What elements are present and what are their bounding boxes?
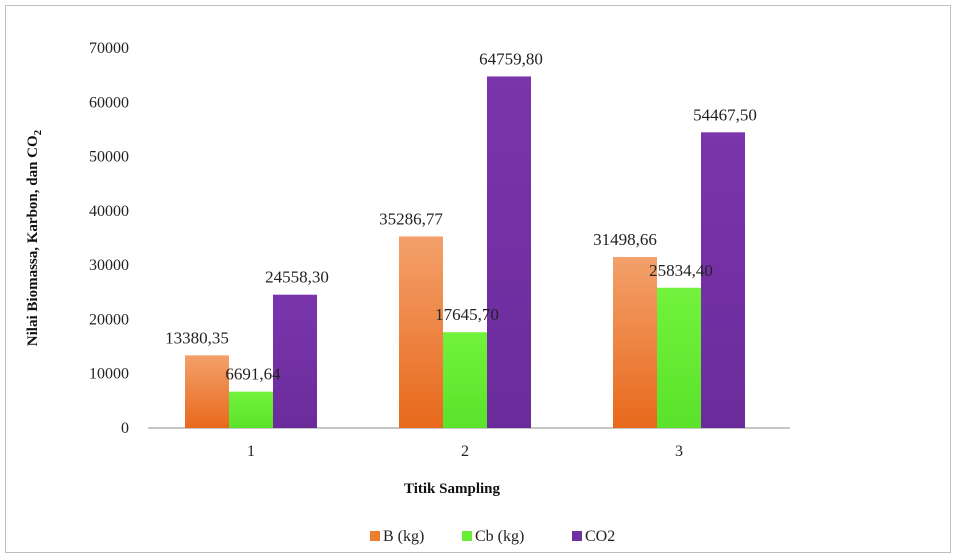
y-tick-label: 60000 [89, 94, 129, 111]
x-axis-title: Titik Sampling [404, 481, 501, 497]
data-label: 6691,64 [225, 365, 281, 384]
x-tick-label: 3 [675, 443, 683, 460]
bars [185, 76, 745, 429]
y-tick-label: 30000 [89, 257, 129, 274]
bar-co2-2 [487, 76, 531, 428]
data-label: 64759,80 [479, 49, 543, 68]
data-label: 54467,50 [693, 105, 757, 124]
legend-label: Cb (kg) [475, 528, 524, 545]
data-label: 24558,30 [265, 268, 329, 287]
legend-swatch [572, 531, 582, 541]
data-label: 31498,66 [593, 230, 657, 249]
data-labels: 13380,35 6691,64 24558,30 35286,77 17645,70 6… [165, 49, 757, 383]
y-tick-label: 20000 [89, 311, 129, 328]
legend-swatch [370, 531, 380, 541]
y-tick-label: 40000 [89, 203, 129, 220]
y-axis-title: Nilai Biomassa, Karbon, dan CO2 [25, 129, 44, 346]
y-tick-label: 10000 [89, 366, 129, 383]
bar-b-kg--2 [399, 236, 443, 428]
bar-cb-kg--1 [229, 391, 273, 428]
legend-label: CO2 [585, 528, 615, 545]
chart-frame [5, 5, 951, 553]
x-tick-label: 2 [461, 443, 469, 460]
data-label: 35286,77 [379, 209, 443, 228]
legend-swatch [462, 531, 472, 541]
data-label: 17645,70 [435, 305, 499, 324]
data-label: 13380,35 [165, 328, 229, 347]
bar-b-kg--3 [613, 257, 657, 428]
x-tick-label: 1 [247, 443, 255, 460]
y-tick-label: 50000 [89, 149, 129, 166]
bar-cb-kg--3 [657, 287, 701, 428]
y-tick-label: 70000 [89, 40, 129, 57]
legend-label: B (kg) [383, 528, 424, 545]
bar-co2-1 [273, 294, 317, 428]
bar-cb-kg--2 [443, 332, 487, 428]
y-axis-ticks: 0 10000 20000 30000 40000 50000 60000 70000 [89, 40, 129, 437]
y-tick-label: 0 [121, 420, 129, 437]
data-label: 25834,40 [649, 261, 713, 280]
bar-b-kg--1 [185, 355, 229, 428]
bar-co2-3 [701, 132, 745, 429]
legend: B (kg) Cb (kg) CO2 [370, 528, 615, 545]
x-axis: 1 2 3 [148, 427, 790, 460]
